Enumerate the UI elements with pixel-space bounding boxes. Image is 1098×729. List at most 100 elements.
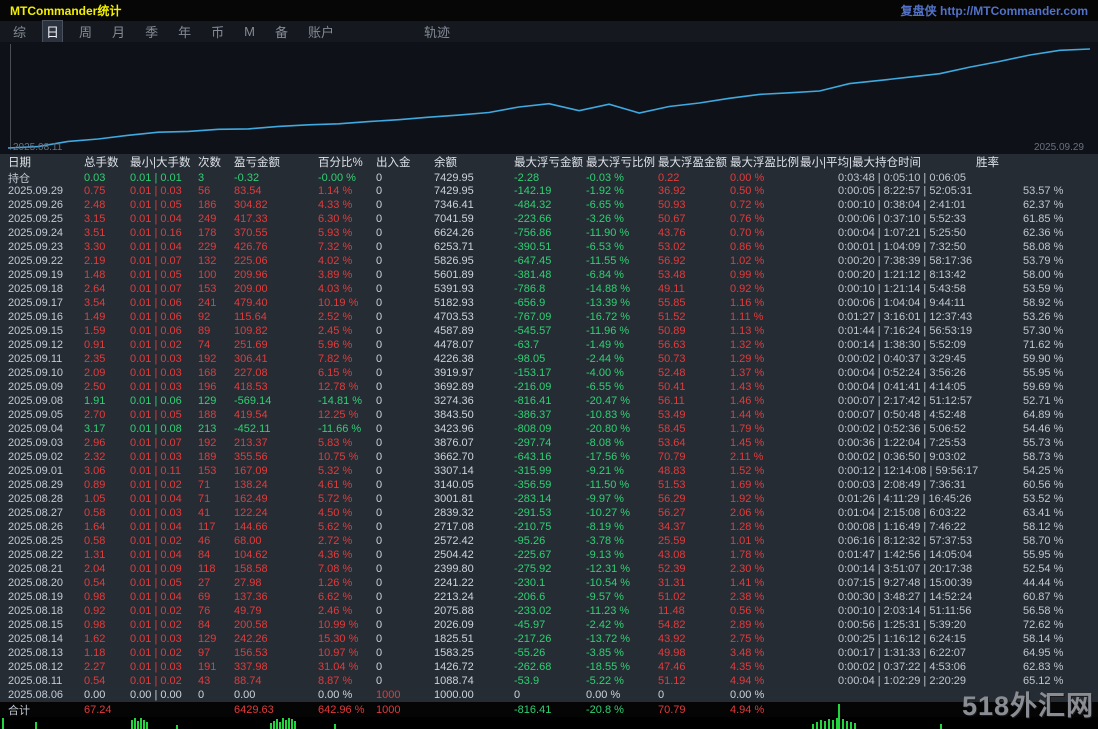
cell: 56.63	[658, 339, 686, 351]
column-header[interactable]: 最大浮盈比例	[730, 157, 799, 169]
table-row[interactable]: 2025.08.29 0.89 0.01 | 0.02 71 138.24 4.61 % 0…	[0, 478, 1098, 492]
cell: 56.29	[658, 493, 686, 505]
cell: 36.92	[658, 185, 686, 197]
table-row[interactable]: 2025.08.25 0.58 0.01 | 0.02 46 68.00 2.72 % 0 2…	[0, 534, 1098, 548]
table-row[interactable]: 2025.09.04 3.17 0.01 | 0.08 213 -452.11 -11.6…	[0, 422, 1098, 436]
cell: 229	[198, 241, 217, 253]
menu-item-账户[interactable]: 账户	[307, 25, 334, 40]
table-row[interactable]: 2025.09.23 3.30 0.01 | 0.04 229 426.76 7.32 %…	[0, 240, 1098, 254]
column-header[interactable]: 最大浮亏比例	[586, 157, 655, 169]
table-row[interactable]: 2025.08.21 2.04 0.01 | 0.09 118 158.58 7.08 %…	[0, 562, 1098, 576]
table-row[interactable]: 2025.08.26 1.64 0.01 | 0.04 117 144.66 5.62 %…	[0, 520, 1098, 534]
cell: -9.13 %	[586, 549, 624, 561]
table-row[interactable]: 2025.08.13 1.18 0.01 | 0.02 97 156.53 10.97 %…	[0, 646, 1098, 660]
column-header[interactable]: 次数	[198, 157, 221, 169]
activity-tick	[854, 723, 856, 729]
cell: 52.48	[658, 367, 686, 379]
table-row[interactable]: 2025.09.16 1.49 0.01 | 0.06 92 115.64 2.52 % 0…	[0, 310, 1098, 324]
table-row[interactable]: 2025.09.11 2.35 0.01 | 0.03 192 306.41 7.82 %…	[0, 352, 1098, 366]
cell: -786.8	[514, 283, 546, 295]
menu-item-季[interactable]: 季	[145, 25, 159, 40]
cell: 0	[376, 633, 383, 645]
table-row[interactable]: 持仓 0.03 0.01 | 0.01 3 -0.32 -0.00 % 0 7429.95 -2…	[0, 170, 1098, 185]
brand-link[interactable]: 复盘侠 http://MTCommander.com	[900, 4, 1088, 18]
cell: 0.01 | 0.05	[130, 577, 182, 589]
table-row[interactable]: 2025.08.15 0.98 0.01 | 0.02 84 200.58 10.99 %…	[0, 618, 1098, 632]
total-row[interactable]: 合计 67.24 6429.63 642.96 % 1000 -816.41 -20.8 %…	[0, 702, 1098, 717]
table-row[interactable]: 2025.09.17 3.54 0.01 | 0.06 241 479.40 10.19 …	[0, 296, 1098, 310]
column-header[interactable]: 胜率	[976, 157, 999, 169]
table-row[interactable]: 2025.09.22 2.19 0.01 | 0.07 132 225.06 4.02 %…	[0, 254, 1098, 268]
table-row[interactable]: 2025.09.18 2.64 0.01 | 0.07 153 209.00 4.03 %…	[0, 282, 1098, 296]
table-row[interactable]: 2025.09.15 1.59 0.01 | 0.06 89 109.82 2.45 % 0…	[0, 324, 1098, 338]
cell: 0	[514, 689, 521, 701]
table-row[interactable]: 2025.09.19 1.48 0.01 | 0.05 100 209.96 3.89 %…	[0, 268, 1098, 282]
menu-item-M[interactable]: M	[244, 24, 255, 39]
table-row[interactable]: 2025.08.19 0.98 0.01 | 0.04 69 137.36 6.62 % 0…	[0, 590, 1098, 604]
table-row[interactable]: 2025.09.26 2.48 0.01 | 0.05 186 304.82 4.33 %…	[0, 198, 1098, 212]
menu-item-年[interactable]: 年	[178, 25, 192, 40]
column-header[interactable]: 出入金	[376, 157, 411, 169]
menu-item-备[interactable]: 备	[274, 25, 288, 40]
cell: -16.72 %	[586, 311, 631, 323]
cell: 355.56	[234, 451, 268, 463]
table-row[interactable]: 2025.08.27 0.58 0.01 | 0.03 41 122.24 4.50 % 0…	[0, 506, 1098, 520]
column-header[interactable]: 余额	[434, 157, 457, 169]
cell: 97	[198, 647, 211, 659]
cell: 5826.95	[434, 255, 474, 267]
column-header[interactable]: 盈亏金额	[234, 157, 280, 169]
table-row[interactable]: 2025.08.18 0.92 0.01 | 0.02 76 49.79 2.46 % 0 2…	[0, 604, 1098, 618]
cell: 0.01 | 0.06	[130, 297, 182, 309]
table-row[interactable]: 2025.09.10 2.09 0.01 | 0.03 168 227.08 6.15 %…	[0, 366, 1098, 380]
menu-item-币[interactable]: 币	[211, 25, 225, 40]
table-row[interactable]: 2025.09.12 0.91 0.01 | 0.02 74 251.69 5.96 % 0…	[0, 338, 1098, 352]
column-header[interactable]: 最小|平均|最大持仓时间	[800, 157, 921, 169]
table-row[interactable]: 2025.09.05 2.70 0.01 | 0.05 188 419.54 12.25 …	[0, 408, 1098, 422]
menu-item-综[interactable]: 综	[13, 25, 27, 40]
menu-item-月[interactable]: 月	[112, 25, 126, 40]
menu-item-trace[interactable]: 轨迹	[423, 25, 450, 40]
table-row[interactable]: 2025.08.20 0.54 0.01 | 0.05 27 27.98 1.26 % 0 2…	[0, 576, 1098, 590]
cell: 72.62 %	[1023, 619, 1064, 631]
cell: 1.01 %	[730, 535, 765, 547]
cell: 0:01:27 | 3:16:01 | 12:37:43	[838, 311, 973, 323]
cell: -643.16	[514, 451, 552, 463]
cell: 1.48	[84, 269, 106, 281]
cell: 4.61 %	[318, 479, 353, 491]
cell: 0	[376, 297, 383, 309]
cell: -10.83 %	[586, 409, 631, 421]
activity-tick	[828, 719, 830, 729]
table-row[interactable]: 2025.08.11 0.54 0.01 | 0.02 43 88.74 8.87 % 0 1…	[0, 674, 1098, 688]
cell: 43.76	[658, 227, 686, 239]
cell: 0:00:20 | 7:38:39 | 58:17:36	[838, 255, 973, 267]
table-row[interactable]: 2025.08.22 1.31 0.01 | 0.04 84 104.62 4.36 % 0…	[0, 548, 1098, 562]
table-row[interactable]: 2025.09.01 3.06 0.01 | 0.11 153 167.09 5.32 %…	[0, 464, 1098, 478]
table-row[interactable]: 2025.09.29 0.75 0.01 | 0.03 56 83.54 1.14 % 0 7…	[0, 184, 1098, 198]
table-row[interactable]: 2025.09.08 1.91 0.01 | 0.06 129 -569.14 -14.8…	[0, 394, 1098, 408]
table-row[interactable]: 2025.08.12 2.27 0.01 | 0.03 191 337.98 31.04 …	[0, 660, 1098, 674]
table-row[interactable]: 2025.08.14 1.62 0.01 | 0.03 129 242.26 15.30 …	[0, 632, 1098, 646]
table-row[interactable]: 2025.09.02 2.32 0.01 | 0.03 189 355.56 10.75 …	[0, 450, 1098, 464]
column-header[interactable]: 最大浮亏金额	[514, 157, 583, 169]
cell: 0:00:01 | 1:04:09 | 7:32:50	[838, 241, 967, 253]
menu-item-周[interactable]: 周	[79, 25, 93, 40]
cell: 0.01 | 0.02	[130, 675, 182, 687]
table-row[interactable]: 2025.09.03 2.96 0.01 | 0.07 192 213.37 5.83 %…	[0, 436, 1098, 450]
table-row[interactable]: 2025.09.09 2.50 0.01 | 0.03 196 418.53 12.78 …	[0, 380, 1098, 394]
column-header[interactable]: 最小|大手数	[130, 157, 191, 169]
table-row[interactable]: 2025.09.25 3.15 0.01 | 0.04 249 417.33 6.30 %…	[0, 212, 1098, 226]
table-row[interactable]: 2025.09.24 3.51 0.01 | 0.16 178 370.55 5.93 %…	[0, 226, 1098, 240]
cell: 1.44 %	[730, 409, 765, 421]
cell: 合计	[8, 705, 30, 717]
table-row[interactable]: 2025.08.06 0.00 0.00 | 0.00 0 0.00 0.00 % 1000…	[0, 688, 1098, 702]
column-header[interactable]: 最大浮盈金额	[658, 157, 727, 169]
table-row[interactable]: 2025.08.28 1.05 0.01 | 0.04 71 162.49 5.72 % 0…	[0, 492, 1098, 506]
column-header[interactable]: 总手数	[84, 157, 119, 169]
cell: -230.1	[514, 577, 546, 589]
cell: -808.09	[514, 423, 552, 435]
column-header[interactable]: 百分比%	[318, 157, 363, 169]
cell: 2025.08.26	[8, 521, 64, 533]
menu-item-日[interactable]: 日	[42, 20, 64, 43]
cell: 58.70 %	[1023, 535, 1064, 547]
column-header[interactable]: 日期	[8, 157, 31, 169]
